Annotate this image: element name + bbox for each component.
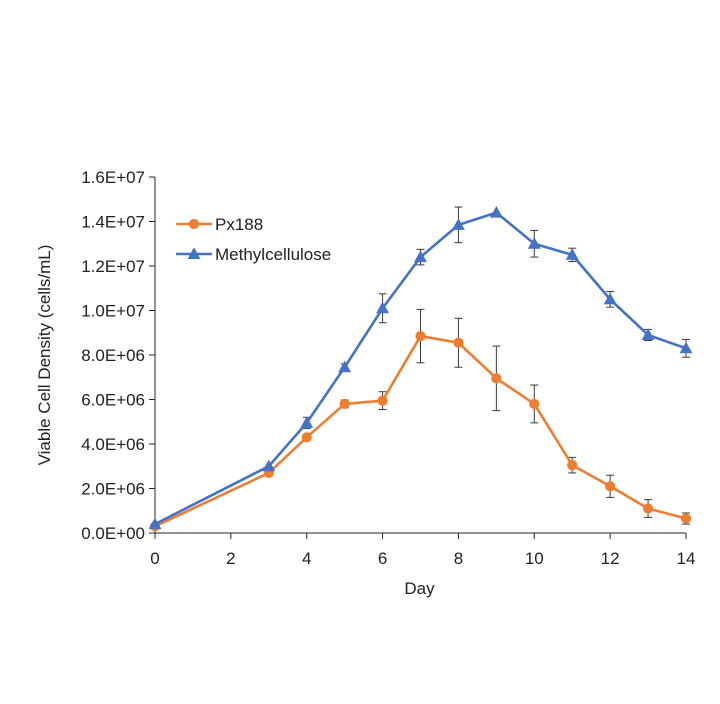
y-tick-label: 1.4E+07 (81, 213, 145, 232)
y-tick-label: 4.0E+06 (81, 435, 145, 454)
data-point-px188 (680, 513, 692, 524)
legend-entry-methylcellulose: Methylcellulose (176, 245, 331, 264)
series-px188 (149, 308, 692, 532)
data-point-px188 (339, 398, 350, 410)
x-tick-label: 10 (525, 549, 544, 568)
data-point-px188 (301, 432, 312, 443)
data-point-methylcellulose (300, 416, 314, 428)
legend-label-methylcellulose: Methylcellulose (215, 245, 331, 264)
series-methylcellulose (148, 205, 693, 530)
data-point-methylcellulose (565, 248, 579, 260)
data-point-px188 (377, 395, 388, 406)
y-axis-title: Viable Cell Density (cells/mL) (35, 245, 54, 466)
data-point-methylcellulose (527, 237, 541, 249)
data-point-methylcellulose (148, 517, 162, 530)
x-tick-label: 12 (601, 549, 620, 568)
data-point-px188 (605, 481, 616, 492)
legend-marker-px188 (188, 218, 200, 230)
x-tick-label: 2 (226, 549, 235, 568)
data-point-methylcellulose (338, 360, 352, 373)
data-point-px188 (642, 503, 654, 514)
data-point-methylcellulose (414, 250, 427, 263)
y-tick-label: 1.6E+07 (81, 168, 145, 187)
data-point-px188 (453, 337, 464, 348)
data-point-px188 (529, 398, 540, 410)
y-tick-label: 1.0E+07 (81, 302, 145, 321)
x-tick-label: 6 (378, 549, 387, 568)
chart-axes: 0.0E+00 2.0E+06 4.0E+06 6.0E+06 8.0E+06 1.0E+… (35, 168, 695, 598)
data-point-methylcellulose (376, 301, 390, 314)
data-point-methylcellulose (679, 341, 693, 354)
y-tick-label: 6.0E+06 (81, 391, 145, 410)
data-point-px188 (491, 373, 502, 384)
y-tick-label: 0.0E+00 (81, 524, 145, 543)
x-tick-label: 8 (454, 549, 463, 568)
chart-legend: Px188 Methylcellulose (176, 215, 331, 264)
x-tick-label: 0 (150, 549, 159, 568)
legend-marker-methylcellulose (187, 247, 201, 259)
legend-entry-px188: Px188 (176, 215, 263, 234)
data-point-methylcellulose (603, 292, 617, 305)
x-tick-label: 4 (302, 549, 311, 568)
data-point-methylcellulose (489, 205, 503, 218)
data-point-px188 (567, 460, 578, 471)
y-tick-label: 8.0E+06 (81, 346, 145, 365)
data-point-px188 (415, 330, 426, 342)
chart-series (148, 205, 693, 532)
y-tick-label: 2.0E+06 (81, 480, 145, 499)
data-point-methylcellulose (451, 218, 465, 230)
data-point-methylcellulose (262, 459, 276, 472)
x-axis-title: Day (404, 579, 435, 598)
x-tick-label: 14 (677, 549, 696, 568)
y-tick-label: 1.2E+07 (81, 257, 145, 276)
data-point-methylcellulose (641, 328, 655, 340)
legend-label-px188: Px188 (215, 215, 263, 234)
